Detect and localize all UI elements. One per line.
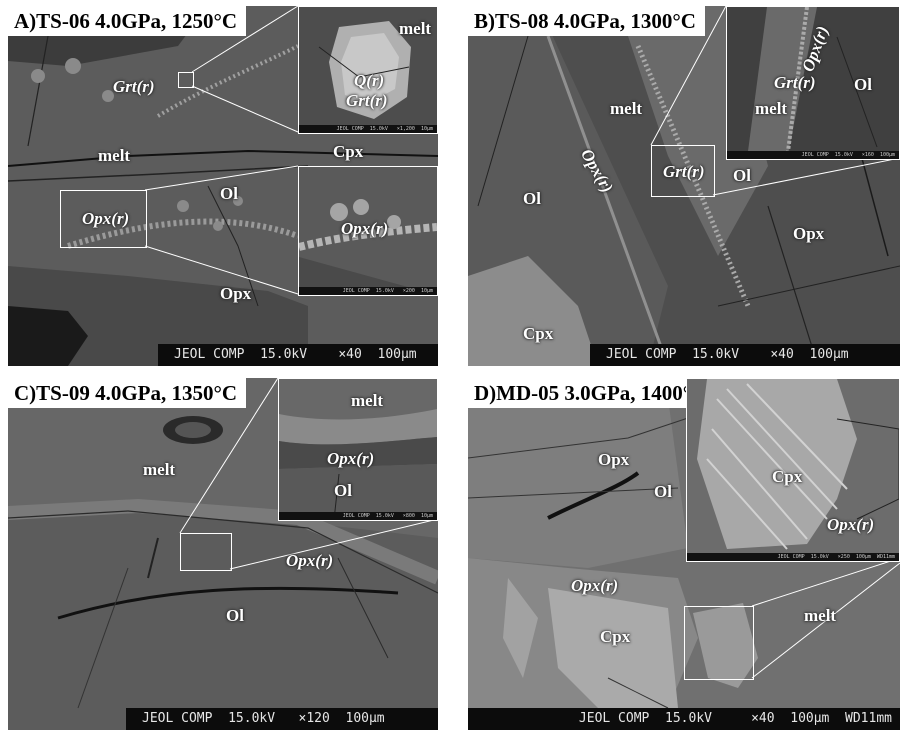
panel-a-cpx-label: Cpx [333, 142, 364, 161]
panel-c: C)TS-09 4.0GPa, 1350°C melt Opx(r) Ol JE… [8, 378, 438, 730]
panel-a-inset-bottom-footer: JEOL COMP 15.0kV ×200 10μm [299, 287, 437, 295]
panel-a-opx-r-label: Opx(r) [82, 209, 130, 228]
panel-b-scalebar: JEOL COMP 15.0kV ×40 100μm [590, 344, 900, 366]
panel-c-zoom-box [180, 533, 232, 571]
panel-b-inset-melt-label: melt [755, 99, 788, 118]
panel-c-inset: melt Opx(r) Ol JEOL COMP 15.0kV ×800 10μ… [278, 378, 438, 521]
panel-c-title: C)TS-09 4.0GPa, 1350°C [8, 378, 247, 408]
panel-c-melt-label: melt [143, 460, 176, 479]
panel-a-inset-bottom: Opx(r) JEOL COMP 15.0kV ×200 10μm [298, 166, 438, 296]
panel-b-opx-label: Opx [793, 224, 825, 243]
panel-a-grt-label: Grt(r) [113, 77, 155, 96]
panel-a: A)TS-06 4.0GPa, 1250°C melt Q(r) Grt(r) … [8, 6, 438, 366]
panel-b-grt-label: Grt(r) [663, 162, 705, 181]
panel-a-inset-top-footer: JEOL COMP 15.0kV ×1,200 10μm [299, 125, 437, 133]
panel-c-inset-opx-r-label: Opx(r) [327, 449, 375, 468]
panel-b: B)TS-08 4.0GPa, 1300°C Opx(r) Grt(r) Ol … [468, 6, 900, 366]
panel-d-opx-r-label: Opx(r) [571, 576, 619, 595]
panel-a-melt-label: melt [98, 146, 131, 165]
panel-b-melt-label: melt [610, 99, 643, 118]
panel-d-inset-opx-r-label: Opx(r) [827, 515, 875, 534]
panel-a-scalebar: JEOL COMP 15.0kV ×40 100μm [158, 344, 438, 366]
panel-a-inset-top-image [299, 7, 437, 133]
panel-b-inset-footer: JEOL COMP 15.0kV ×160 100μm [727, 151, 899, 159]
panel-a-inset-bottom-opx-r-label: Opx(r) [341, 219, 389, 238]
panel-d-melt-label: melt [804, 606, 837, 625]
panel-c-inset-image [279, 379, 437, 520]
panel-d: D)MD-05 3.0GPa, 1400°C Cpx Opx(r) JEOL C… [468, 378, 900, 730]
panel-b-ol-left-label: Ol [523, 189, 541, 208]
panel-a-inset-top-q-label: Q(r) [354, 71, 385, 90]
panel-a-inset-top-grt-label: Grt(r) [346, 91, 388, 110]
panel-a-zoom-box-bottom [60, 190, 147, 248]
panel-b-inset: Opx(r) Grt(r) Ol melt JEOL COMP 15.0kV ×… [726, 6, 900, 160]
panel-a-inset-top: melt Q(r) Grt(r) JEOL COMP 15.0kV ×1,200… [298, 6, 438, 134]
panel-a-ol-label: Ol [220, 184, 238, 203]
panel-b-inset-grt-label: Grt(r) [774, 73, 816, 92]
panel-b-cpx-label: Cpx [523, 324, 554, 343]
panel-d-title: D)MD-05 3.0GPa, 1400°C [468, 378, 716, 408]
panel-d-inset-image [687, 379, 899, 561]
panel-b-ol-center-label: Ol [733, 166, 751, 185]
panel-a-inset-bottom-image [299, 167, 437, 295]
panel-d-zoom-box [684, 606, 754, 680]
panel-b-inset-image [727, 7, 899, 159]
panel-c-inset-ol-label: Ol [334, 481, 352, 500]
panel-d-ol-label: Ol [654, 482, 672, 501]
panel-a-opx-label: Opx [220, 284, 252, 303]
panel-c-scalebar: JEOL COMP 15.0kV ×120 100μm [126, 708, 438, 730]
panel-d-opx-label: Opx [598, 450, 630, 469]
panel-d-cpx-label: Cpx [600, 627, 631, 646]
panel-b-inset-ol-label: Ol [854, 75, 872, 94]
panel-c-inset-footer: JEOL COMP 15.0kV ×800 10μm [279, 512, 437, 520]
panel-a-title: A)TS-06 4.0GPa, 1250°C [8, 6, 247, 36]
panel-d-inset-footer: JEOL COMP 15.0kV ×250 100μm WD11mm [687, 553, 899, 561]
panel-a-zoom-box-top [178, 72, 194, 88]
panel-d-inset-cpx-label: Cpx [772, 467, 803, 486]
panel-b-title: B)TS-08 4.0GPa, 1300°C [468, 6, 705, 36]
panel-a-inset-top-melt-label: melt [399, 19, 432, 38]
panel-c-ol-label: Ol [226, 606, 244, 625]
panel-c-opx-r-label: Opx(r) [286, 551, 334, 570]
panel-c-inset-melt-label: melt [351, 391, 384, 410]
panel-d-inset: Cpx Opx(r) JEOL COMP 15.0kV ×250 100μm W… [686, 378, 900, 562]
panel-d-scalebar: JEOL COMP 15.0kV ×40 100μm WD11mm [468, 708, 900, 730]
